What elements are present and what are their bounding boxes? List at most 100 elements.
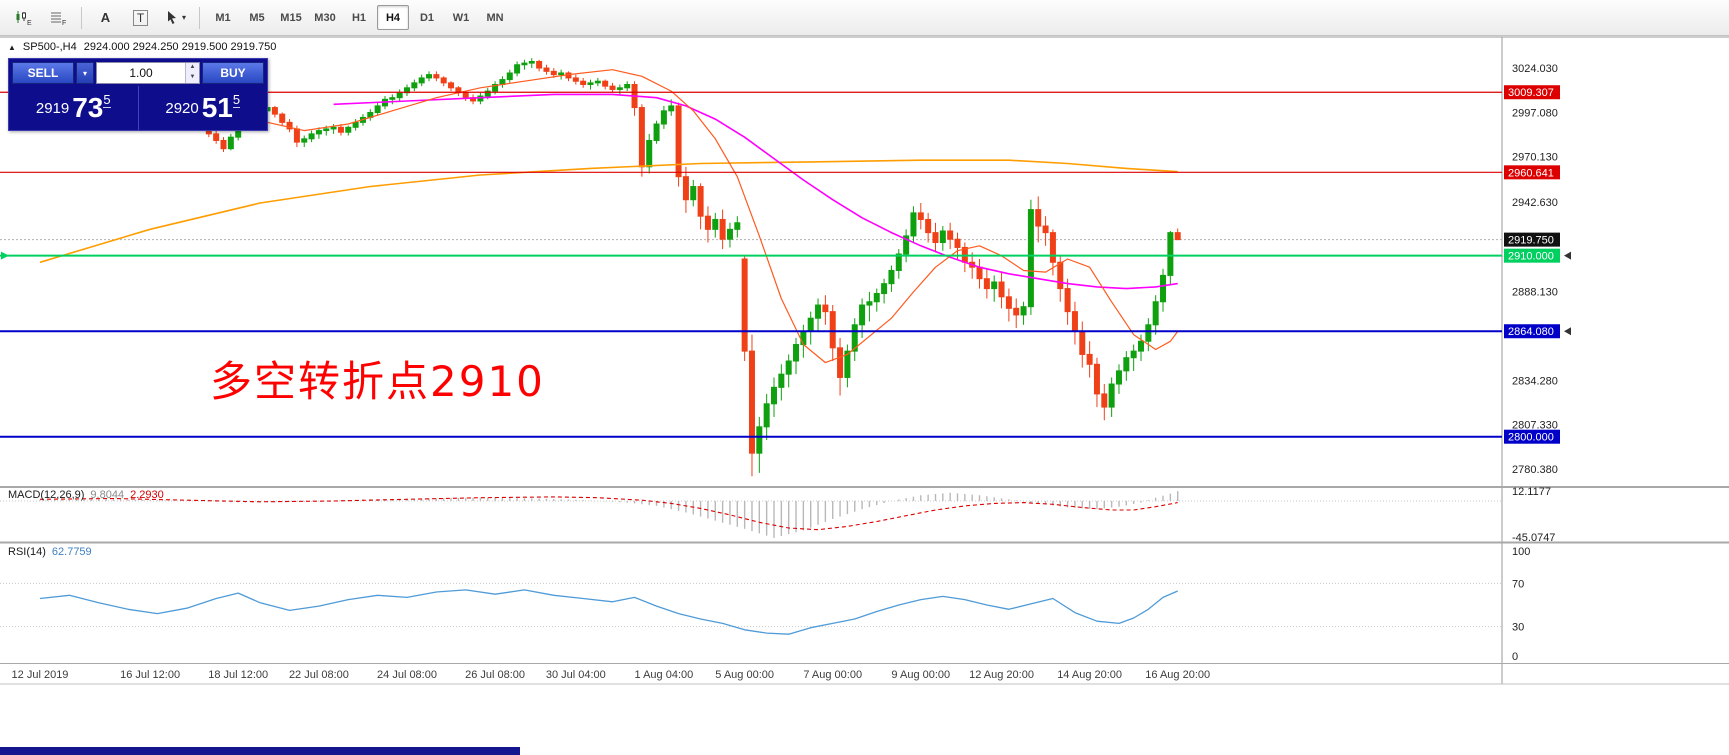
candle (1020, 306, 1027, 316)
candle (492, 84, 499, 92)
fast-ma-line (98, 69, 1179, 364)
buy-button[interactable]: BUY (202, 62, 264, 84)
ohlc-values: 2924.000 2924.250 2919.500 2919.750 (83, 41, 277, 53)
candle (433, 74, 440, 79)
one-click-trading-panel: SELL ▾ ▲ ▼ BUY 2919 73 5 2920 51 5 (8, 58, 268, 131)
time-axis-label: 24 Jul 08:00 (377, 669, 437, 681)
timeframe-button-d1[interactable]: D1 (419, 11, 435, 24)
dropdown-caret-icon: ▾ (181, 13, 186, 22)
candle (1013, 307, 1020, 316)
candle (954, 238, 961, 248)
price-axis-label: 2970.130 (1512, 152, 1558, 164)
buy-price-sup: 5 (232, 92, 241, 108)
candle (1138, 340, 1144, 352)
candle (1086, 353, 1093, 365)
candle (1071, 311, 1078, 332)
text-tool-button[interactable]: A (100, 10, 111, 25)
candle (1057, 261, 1064, 290)
candle (851, 324, 858, 352)
candle (330, 126, 337, 130)
timeframe-button-h4[interactable]: H4 (377, 5, 409, 30)
volume-input[interactable] (97, 63, 185, 83)
sell-price-big: 73 (72, 92, 104, 123)
candle (704, 215, 711, 230)
timeframe-button-m15[interactable]: M15 (280, 11, 302, 24)
sell-price-small: 2919 (35, 99, 70, 117)
slow-ma-line (39, 159, 1178, 264)
order-type-caret-icon[interactable]: ▾ (76, 62, 94, 84)
candle (1093, 363, 1100, 395)
timeframe-button-m1[interactable]: M1 (215, 11, 231, 24)
candle (939, 230, 946, 244)
hline-badge-text: 2910.000 (1508, 251, 1554, 263)
candlestick-chart-icon[interactable]: E (6, 4, 39, 31)
candle (374, 105, 381, 113)
candle (660, 110, 667, 125)
volume-up-icon[interactable]: ▲ (186, 63, 199, 73)
timeframe-button-m5[interactable]: M5 (249, 11, 265, 24)
candle (991, 281, 998, 290)
collapse-icon[interactable]: ▲ (8, 42, 16, 52)
chart-header: ▲ SP500-,H4 2924.000 2924.250 2919.500 2… (8, 41, 276, 53)
candle (800, 330, 807, 346)
candle (859, 304, 866, 326)
candle (587, 82, 594, 86)
cursor-tool-button[interactable]: ▾ (159, 4, 192, 31)
candle (411, 82, 418, 89)
pane-separator[interactable] (0, 541, 1729, 544)
candle (220, 139, 227, 150)
toolbar: E F A T ▾ M1 M5 M15 M30 H1 H4 D1 W1 MN (0, 0, 1729, 36)
price-axis-label: 2997.080 (1512, 107, 1558, 119)
line-right-arrow-icon (1564, 251, 1571, 260)
line-left-marker (1, 251, 9, 260)
candle (1145, 324, 1152, 342)
hline-badge-text: 2960.641 (1508, 167, 1554, 179)
timeframe-button-h1[interactable]: H1 (351, 11, 367, 24)
candle (1108, 383, 1115, 408)
candle (213, 133, 220, 141)
tick-grid-icon[interactable]: F (41, 4, 74, 31)
timeframe-button-w1[interactable]: W1 (452, 11, 470, 24)
candle (1101, 393, 1108, 408)
candle (682, 176, 689, 201)
candle (462, 92, 469, 99)
candle (536, 60, 543, 69)
text-annotation[interactable]: 多空转折点2910 (210, 357, 545, 406)
candle (1174, 232, 1181, 241)
candle (1005, 296, 1012, 309)
candle (807, 317, 814, 332)
candle (506, 72, 513, 81)
hline-badge (1504, 248, 1560, 263)
candle (756, 426, 763, 454)
rsi-name: RSI(14) (8, 546, 46, 558)
rsi-scale-label: 0 (1512, 651, 1518, 663)
candle (1049, 232, 1056, 263)
candle (279, 113, 286, 123)
chart-background (0, 36, 1729, 755)
medium-ma-line (333, 93, 1178, 290)
timeframe-button-m30[interactable]: M30 (314, 11, 336, 24)
candle (616, 87, 623, 90)
pane-separator[interactable] (0, 486, 1729, 488)
candle (653, 123, 660, 141)
sell-button[interactable]: SELL (12, 62, 74, 84)
candle (1160, 274, 1167, 303)
sell-quote[interactable]: 2919 73 5 (9, 86, 138, 130)
price-axis-label: 2807.330 (1512, 420, 1558, 432)
candle (844, 350, 851, 378)
buy-quote[interactable]: 2920 51 5 (139, 86, 268, 130)
candle (1079, 330, 1086, 355)
candle (888, 269, 895, 285)
time-axis-label: 1 Aug 04:00 (635, 669, 694, 681)
label-tool-button[interactable]: T (124, 4, 157, 31)
hline-badge-text: 2864.080 (1508, 326, 1554, 338)
timeframe-button-mn[interactable]: MN (486, 11, 504, 24)
volume-down-icon[interactable]: ▼ (186, 73, 199, 83)
candle (1035, 209, 1042, 227)
candle (558, 72, 565, 76)
candle (426, 74, 433, 79)
candle (337, 126, 344, 133)
candle (998, 281, 1005, 298)
candle (440, 77, 447, 84)
